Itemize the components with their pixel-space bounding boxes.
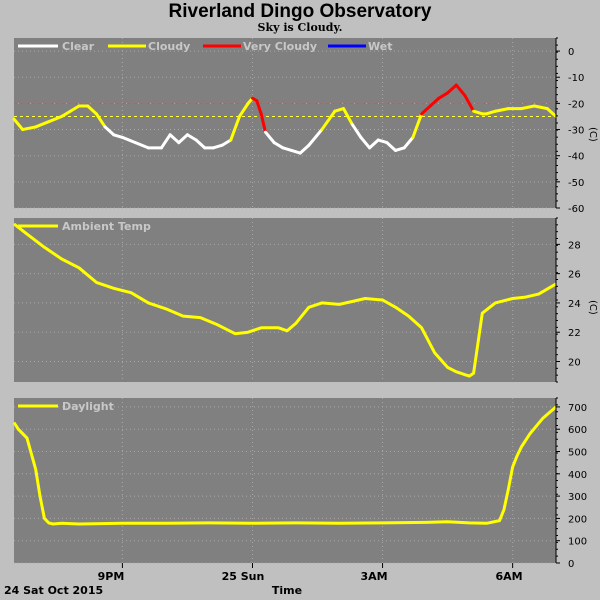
sky-series-segment	[333, 107, 346, 113]
sky-series-segment	[94, 112, 107, 129]
panel2-ytick-label-2: 200	[568, 514, 587, 525]
sky-series-segment	[194, 138, 207, 150]
panel1-ytick-label-0: 20	[568, 358, 581, 369]
daylight-legend: Daylight	[18, 400, 114, 413]
panel0-ytick-label-4: -40	[568, 152, 584, 163]
sky-series-segment	[47, 114, 64, 124]
sky-series-segment	[394, 146, 406, 152]
sky-ylabel: (C)	[587, 127, 598, 142]
panel0-ytick-label-0: 0	[568, 47, 574, 58]
sky-series-segment	[86, 104, 98, 116]
sky-series-segment	[485, 109, 497, 116]
sky-series-segment	[168, 133, 181, 145]
panel2-ytick-label-0: 0	[568, 559, 574, 570]
sky-series-segment	[229, 114, 241, 142]
sky-series-segment	[263, 130, 276, 145]
sky-series-segment	[385, 141, 398, 152]
sky-series-segment	[133, 141, 150, 150]
panel2-ytick-label-5: 500	[568, 448, 587, 459]
panel2-ytick-label-6: 600	[568, 425, 587, 436]
sky-series-segment	[60, 109, 72, 118]
sky-series-segment	[420, 104, 432, 116]
x-tick-label-3am: 3AM	[360, 570, 387, 583]
panel2-ytick-label-1: 100	[568, 537, 587, 548]
sky-series-segment	[402, 135, 415, 150]
sky-series-segment	[472, 109, 484, 116]
panel1-ytick-label-4: 28	[568, 240, 581, 251]
sky-series-segment	[21, 125, 38, 132]
sky-series-segment	[34, 120, 51, 129]
legend-clear-label: Clear	[62, 40, 95, 53]
x-axis-title: Time	[272, 584, 302, 597]
daylight-line	[12, 405, 557, 526]
daylight-panel-bg	[14, 398, 556, 563]
sky-series-segment	[68, 104, 81, 113]
panel1-ytick-label-3: 26	[568, 270, 581, 281]
sky-series-segment	[545, 107, 558, 118]
sky-series-segment	[281, 146, 294, 152]
panel0-ytick-label-6: -60	[568, 204, 584, 215]
panel1-ytick-label-2: 24	[568, 299, 581, 310]
panel0-ytick-label-5: -50	[568, 178, 584, 189]
x-tick-label-6am: 6AM	[495, 570, 522, 583]
temp-legend: Ambient Temp	[18, 220, 151, 233]
sky-series-segment	[350, 122, 363, 139]
sky-series-segment	[437, 91, 450, 100]
panel0-ytick-label-3: -30	[568, 126, 584, 137]
panel1-ytick-label-1: 22	[568, 328, 581, 339]
sky-series-segment	[463, 94, 476, 113]
sky-series-segment	[255, 99, 263, 116]
sky-series-segment	[120, 135, 137, 145]
panel2-ytick-label-4: 400	[568, 470, 587, 481]
sky-series-segment	[320, 109, 337, 132]
x-tick-label-25sun: 25 Sun	[222, 570, 265, 583]
sky-series-segment	[220, 138, 233, 147]
sky-legend: Clear Cloudy Very Cloudy Wet	[18, 40, 392, 53]
legend-daylight-label: Daylight	[62, 400, 114, 413]
chart-title: Riverland Dingo Observatory	[168, 1, 432, 22]
sky-series-segment	[185, 133, 198, 142]
sky-series-segment	[454, 83, 467, 98]
panel2-ytick-label-3: 300	[568, 492, 587, 503]
panel2-ytick-label-7: 700	[568, 403, 587, 414]
sky-series-segment	[103, 125, 116, 137]
sky-series-segment	[12, 117, 25, 132]
legend-very-cloudy-label: Very Cloudy	[243, 40, 317, 53]
x-tick-label-9pm: 9PM	[98, 570, 125, 583]
sky-series-segment	[112, 133, 124, 139]
sky-series-segment	[177, 133, 189, 145]
sky-series-segment	[211, 143, 224, 150]
sky-series-segment	[428, 96, 441, 108]
legend-cloudy-label: Cloudy	[148, 40, 190, 53]
legend-ambient-label: Ambient Temp	[62, 220, 151, 233]
panel0-ytick-label-2: -20	[568, 99, 584, 110]
legend-wet-label: Wet	[368, 40, 392, 53]
panel0-ytick-label-1: -10	[568, 73, 584, 84]
sky-series-segment	[307, 128, 324, 147]
sky-series-segment	[342, 107, 354, 126]
temp-panel-bg	[14, 218, 556, 382]
sky-series-segment	[272, 141, 285, 150]
sky-series-segment	[237, 101, 250, 118]
sky-series-segment	[493, 107, 510, 113]
sky-series-segment	[298, 143, 311, 155]
sky-series-segment	[376, 138, 389, 145]
sky-series-segment	[411, 112, 424, 139]
sky-series-segment	[359, 135, 372, 150]
sky-series-segment	[159, 133, 172, 150]
sky-series-segment	[290, 148, 302, 155]
sky-series-segment	[446, 83, 458, 95]
chart-subtitle: Sky is Cloudy.	[257, 21, 343, 34]
ambient-temp-line	[13, 222, 557, 378]
sky-series-segment	[368, 138, 380, 150]
sky-series-segment	[532, 104, 549, 111]
sky-series-segment	[519, 104, 536, 111]
sky-panel-bg	[14, 38, 556, 208]
temp-ylabel: (C)	[587, 300, 598, 315]
date-label: 24 Sat Oct 2015	[4, 584, 103, 597]
sky-series-segment	[259, 112, 267, 134]
